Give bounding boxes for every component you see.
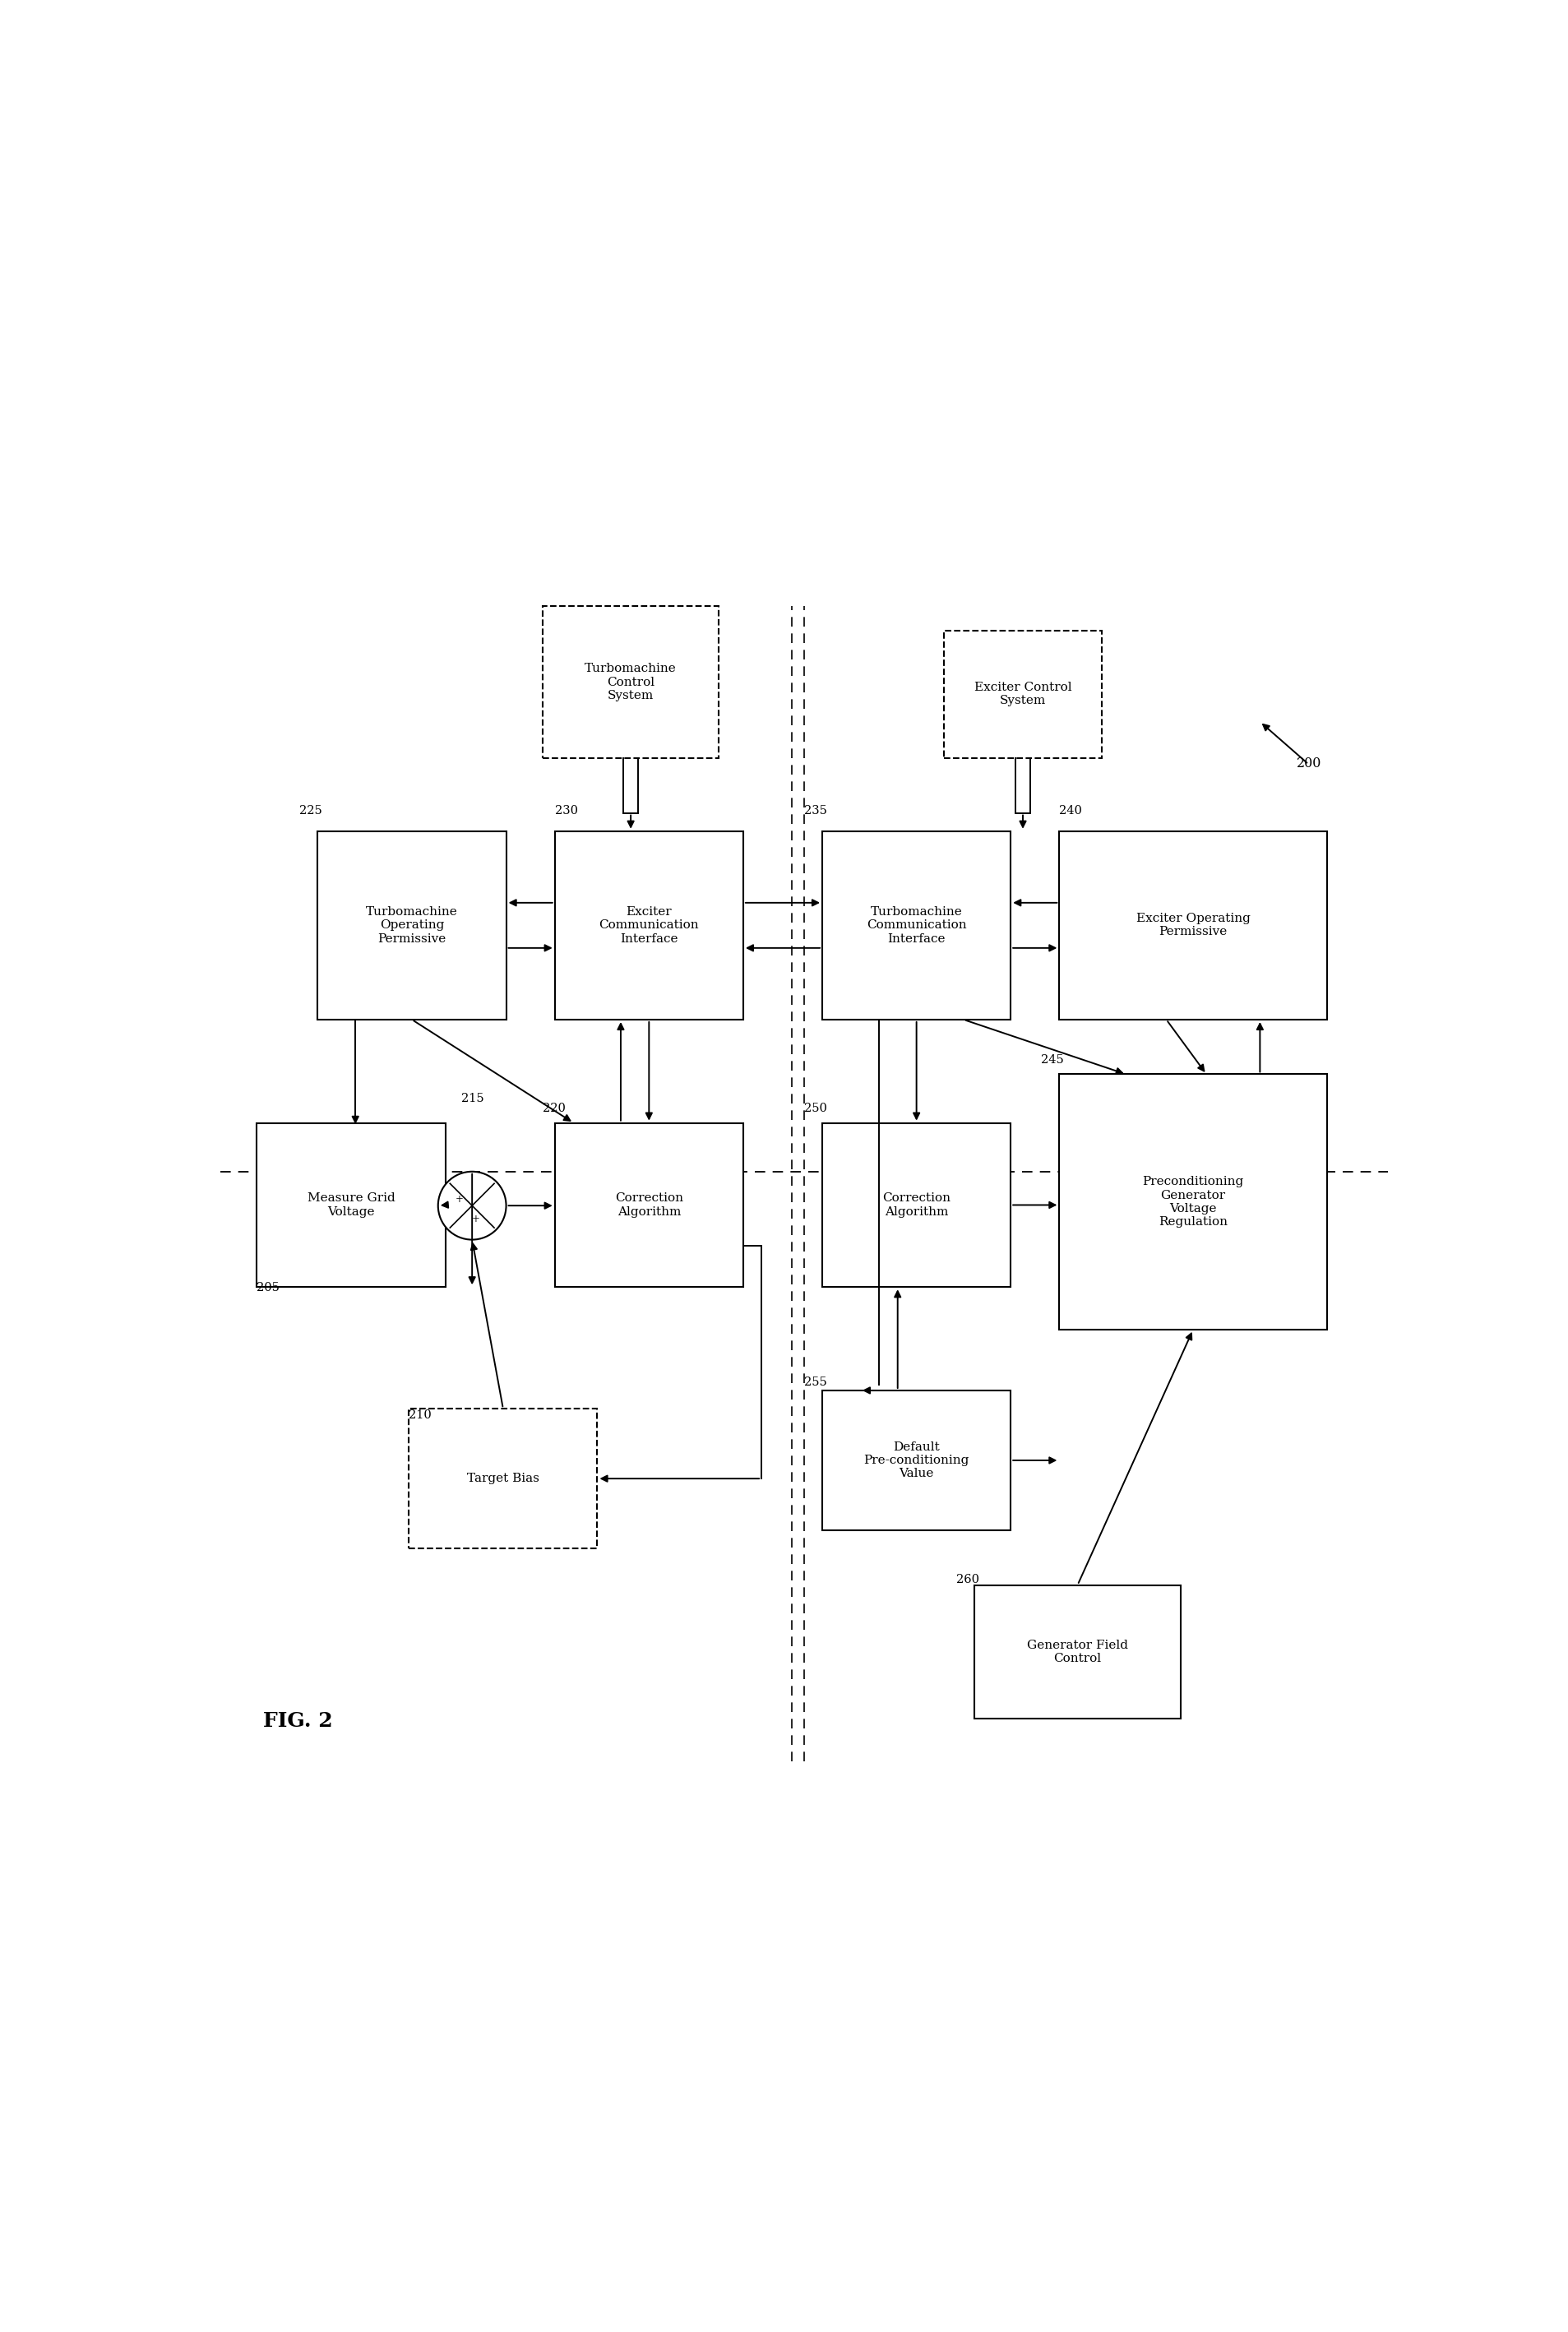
Bar <box>555 1124 743 1287</box>
Text: Turbomachine
Operating
Permissive: Turbomachine Operating Permissive <box>365 907 458 944</box>
Bar <box>1058 1075 1327 1329</box>
Bar <box>317 830 506 1019</box>
Text: 220: 220 <box>543 1103 564 1115</box>
Text: 215: 215 <box>461 1094 483 1105</box>
Circle shape <box>437 1171 506 1241</box>
Text: 250: 250 <box>803 1103 826 1115</box>
Text: 255: 255 <box>803 1376 826 1388</box>
Bar <box>944 630 1101 758</box>
Bar <box>1058 830 1327 1019</box>
Text: 225: 225 <box>299 805 321 816</box>
Bar <box>822 830 1010 1019</box>
Text: 235: 235 <box>803 805 826 816</box>
Text: 240: 240 <box>1058 805 1082 816</box>
Text: Turbomachine
Communication
Interface: Turbomachine Communication Interface <box>866 907 966 944</box>
Bar <box>822 1390 1010 1530</box>
Bar <box>257 1124 445 1287</box>
Text: Default
Pre-conditioning
Value: Default Pre-conditioning Value <box>864 1441 969 1478</box>
Text: Correction
Algorithm: Correction Algorithm <box>615 1192 682 1217</box>
Bar <box>555 830 743 1019</box>
Text: Correction
Algorithm: Correction Algorithm <box>881 1192 950 1217</box>
Bar <box>543 606 718 758</box>
Text: Preconditioning
Generator
Voltage
Regulation: Preconditioning Generator Voltage Regula… <box>1142 1175 1243 1227</box>
Text: +: + <box>455 1194 463 1206</box>
Text: Exciter Operating
Permissive: Exciter Operating Permissive <box>1135 912 1250 937</box>
Text: Measure Grid
Voltage: Measure Grid Voltage <box>307 1192 395 1217</box>
Text: Turbomachine
Control
System: Turbomachine Control System <box>585 662 676 702</box>
Text: 210: 210 <box>409 1409 431 1420</box>
Text: Exciter
Communication
Interface: Exciter Communication Interface <box>599 907 699 944</box>
Text: +: + <box>472 1215 480 1224</box>
Text: 230: 230 <box>555 805 577 816</box>
Bar <box>974 1586 1181 1719</box>
Text: 205: 205 <box>257 1283 279 1294</box>
Text: Exciter Control
System: Exciter Control System <box>974 681 1071 707</box>
Text: FIG. 2: FIG. 2 <box>263 1712 332 1730</box>
Bar <box>409 1409 597 1548</box>
Text: Target Bias: Target Bias <box>467 1474 539 1485</box>
Text: 260: 260 <box>955 1574 978 1586</box>
Text: 245: 245 <box>1041 1054 1063 1066</box>
Bar <box>822 1124 1010 1287</box>
Text: Generator Field
Control: Generator Field Control <box>1027 1639 1127 1665</box>
Text: 200: 200 <box>1295 756 1320 770</box>
